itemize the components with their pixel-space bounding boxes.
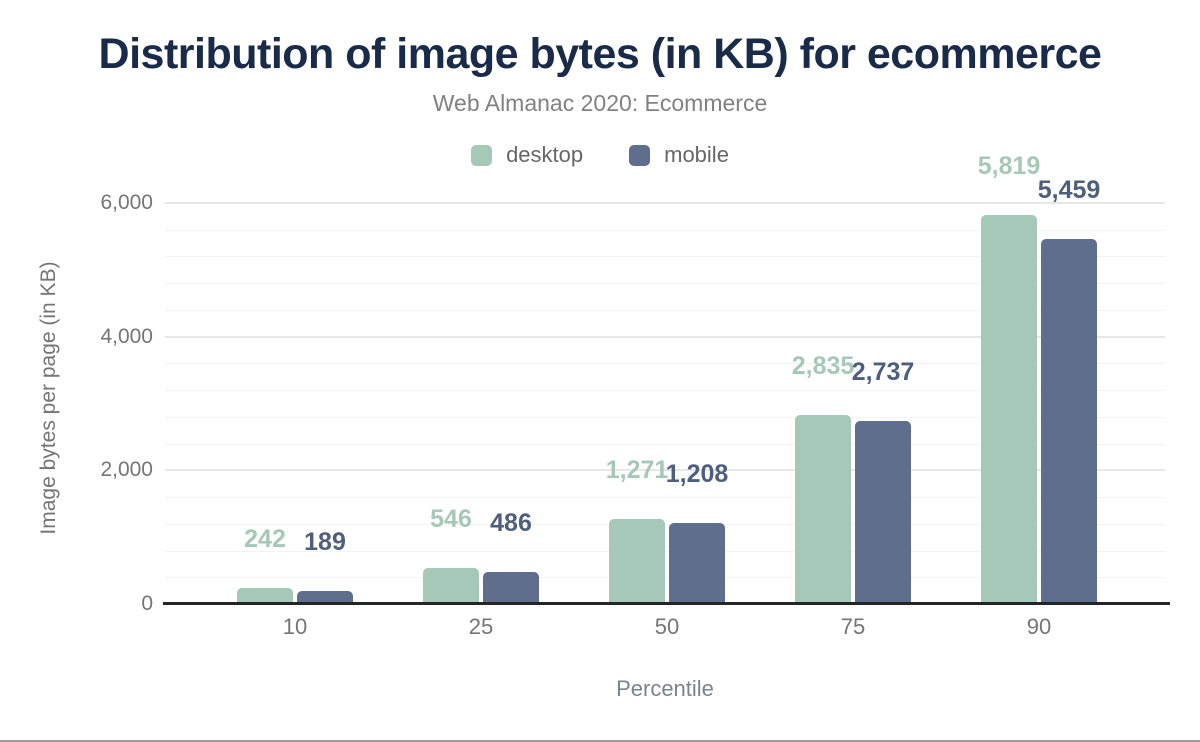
legend-item-desktop: desktop xyxy=(471,142,583,168)
legend-label-mobile: mobile xyxy=(664,142,729,167)
bar-label-desktop-p75: 2,835 xyxy=(791,351,855,380)
gridline-minor-4800 xyxy=(165,283,1165,285)
x-axis-line xyxy=(163,602,1170,605)
x-tick-label-10: 10 xyxy=(282,614,308,639)
bar-label-mobile-p50: 1,208 xyxy=(665,460,729,489)
gridline-minor-1600 xyxy=(165,497,1165,499)
x-tick-label-50: 50 xyxy=(654,614,680,639)
gridline-major-4000 xyxy=(165,335,1165,338)
y-tick-label-0: 0 xyxy=(141,592,153,615)
gridline-minor-3600 xyxy=(165,363,1165,365)
x-tick-label-90: 90 xyxy=(1026,614,1052,639)
bar-label-mobile-p90: 5,459 xyxy=(1037,176,1101,205)
legend: desktop mobile xyxy=(0,142,1200,168)
gridline-minor-3200 xyxy=(165,390,1165,392)
x-axis-title: Percentile xyxy=(616,676,714,701)
bar-desktop-p50[interactable] xyxy=(609,519,665,604)
gridline-minor-2400 xyxy=(165,443,1165,445)
bar-label-desktop-p50: 1,271 xyxy=(605,456,669,485)
x-tick-label-25: 25 xyxy=(468,614,494,639)
legend-item-mobile: mobile xyxy=(629,142,729,168)
gridline-minor-400 xyxy=(165,577,1165,579)
bar-label-desktop-p25: 546 xyxy=(430,504,472,533)
gridline-minor-5600 xyxy=(165,229,1165,231)
bar-desktop-p75[interactable] xyxy=(795,414,851,604)
gridline-minor-800 xyxy=(165,550,1165,552)
legend-label-desktop: desktop xyxy=(506,142,584,167)
bar-label-desktop-p90: 5,819 xyxy=(977,152,1041,181)
bar-desktop-p25[interactable] xyxy=(423,567,479,604)
bar-mobile-p10[interactable] xyxy=(297,591,353,604)
legend-swatch-desktop xyxy=(471,144,493,166)
bar-label-mobile-p25: 486 xyxy=(490,508,532,537)
gridline-major-6000 xyxy=(165,202,1165,204)
x-tick-label-75: 75 xyxy=(840,614,866,639)
chart-subtitle: Web Almanac 2020: Ecommerce xyxy=(432,90,768,116)
bar-mobile-p25[interactable] xyxy=(483,571,539,604)
y-axis-title: Image bytes per page (in KB) xyxy=(37,261,60,535)
bar-desktop-p90[interactable] xyxy=(981,215,1037,604)
gridline-minor-1200 xyxy=(165,523,1165,525)
chart-title: Distribution of image bytes (in KB) for … xyxy=(98,30,1102,78)
gridline-minor-2800 xyxy=(165,416,1165,418)
y-tick-label-6000: 6,000 xyxy=(100,191,153,214)
bar-label-mobile-p10: 189 xyxy=(304,528,346,557)
bar-label-mobile-p75: 2,737 xyxy=(851,358,915,387)
gridline-minor-4400 xyxy=(165,309,1165,311)
bar-label-desktop-p10: 242 xyxy=(244,524,286,553)
gridline-minor-5200 xyxy=(165,256,1165,258)
bar-mobile-p50[interactable] xyxy=(669,523,725,604)
bar-desktop-p10[interactable] xyxy=(237,587,293,604)
gridline-major-2000 xyxy=(165,469,1165,472)
legend-swatch-mobile xyxy=(629,144,651,166)
bar-mobile-p75[interactable] xyxy=(855,421,911,604)
bar-mobile-p90[interactable] xyxy=(1041,239,1097,604)
y-tick-label-4000: 4,000 xyxy=(100,324,153,348)
y-tick-label-2000: 2,000 xyxy=(100,458,153,482)
